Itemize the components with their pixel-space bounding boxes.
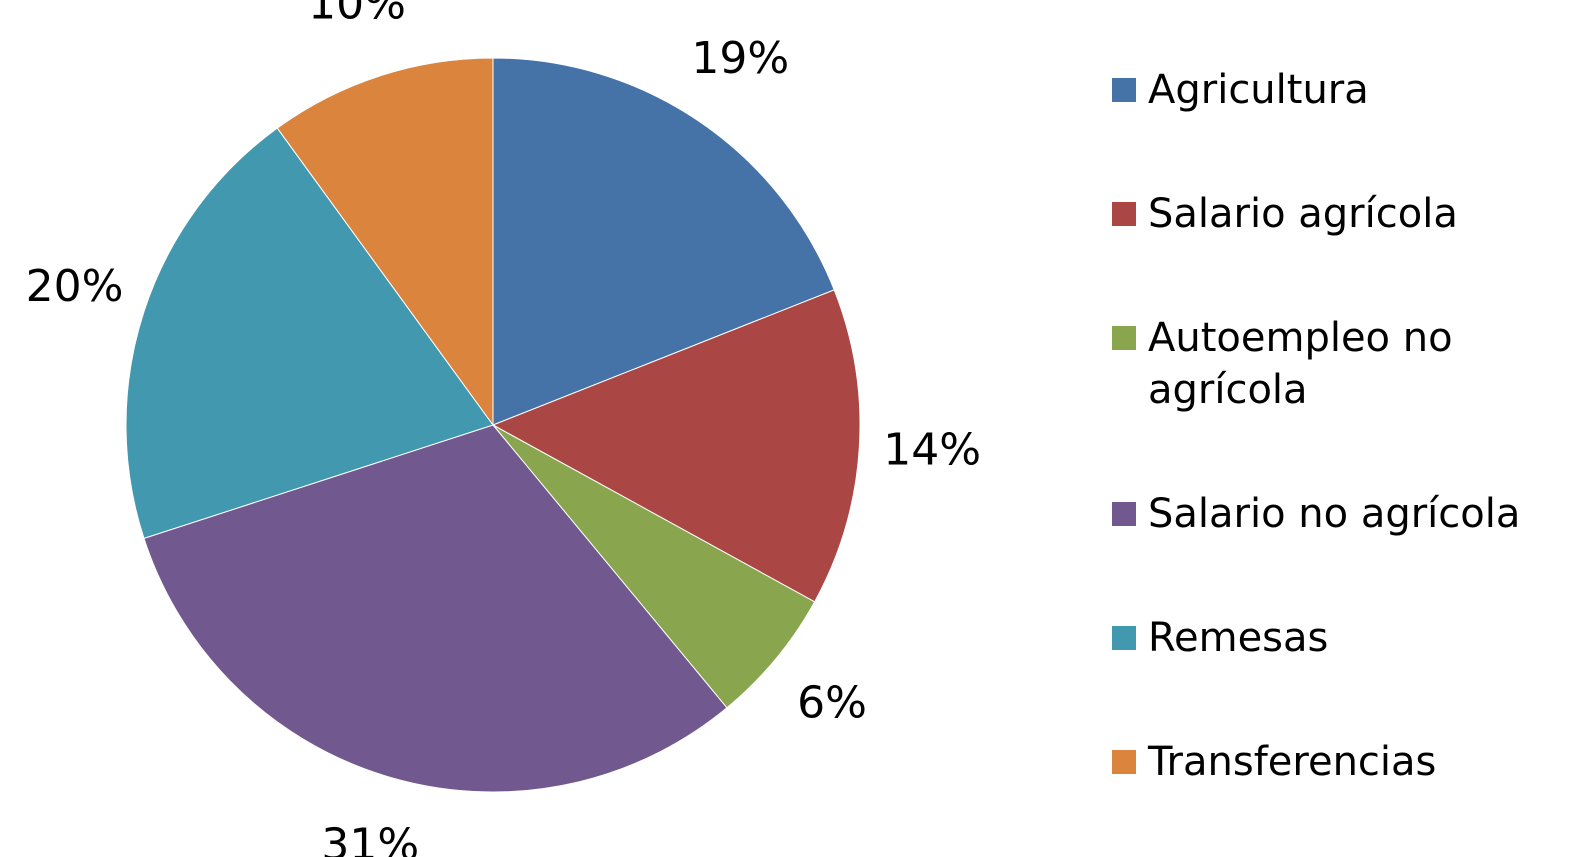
- legend: Agricultura Salario agrícola Autoempleo no…: [1112, 64, 1582, 788]
- data-label: 10%: [308, 0, 406, 30]
- legend-item: Agricultura: [1112, 64, 1582, 116]
- pie-slice: [125, 127, 494, 540]
- data-label: 19%: [691, 33, 789, 84]
- data-label: 31%: [321, 820, 419, 857]
- legend-item: Remesas: [1112, 612, 1582, 664]
- pie-area: 19% 14% 6% 31% 20% 10%: [26, 0, 981, 857]
- legend-label: Remesas: [1148, 615, 1329, 661]
- legend-item: Salario no agrícola: [1112, 488, 1582, 540]
- legend-label: Salario no agrícola: [1148, 491, 1521, 537]
- data-label: 6%: [797, 677, 867, 728]
- pie-slice: [276, 57, 494, 427]
- legend-label: Transferencias: [1148, 739, 1437, 785]
- legend-swatch: [1112, 78, 1136, 102]
- pie-slice: [492, 57, 835, 426]
- legend-swatch: [1112, 202, 1136, 226]
- legend-swatch: [1112, 326, 1136, 350]
- legend-label: Autoempleo no agrícola: [1148, 315, 1453, 413]
- legend-item: Salario agrícola: [1112, 188, 1582, 240]
- data-label: 14%: [883, 425, 981, 476]
- data-label: 20%: [26, 261, 124, 312]
- legend-swatch: [1112, 502, 1136, 526]
- pie-slice: [491, 289, 861, 603]
- legend-swatch: [1112, 626, 1136, 650]
- pie-slice: [143, 424, 728, 793]
- legend-item: Transferencias: [1112, 736, 1582, 788]
- pie-slice: [492, 424, 816, 709]
- legend-label: Salario agrícola: [1148, 191, 1458, 237]
- legend-swatch: [1112, 750, 1136, 774]
- legend-label: Agricultura: [1148, 67, 1369, 113]
- legend-item: Autoempleo no agrícola: [1112, 312, 1582, 416]
